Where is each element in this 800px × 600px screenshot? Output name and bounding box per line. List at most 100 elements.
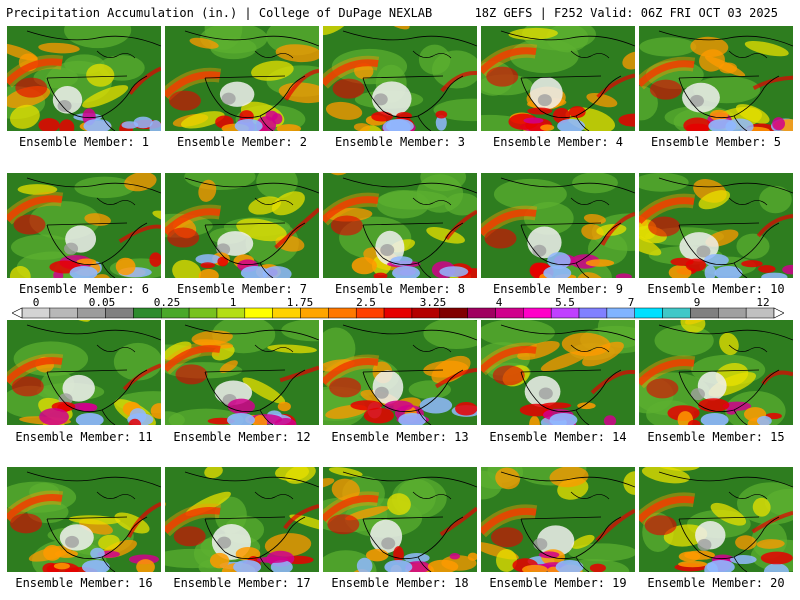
ensemble-member-label: Ensemble Member: 17 — [173, 576, 311, 590]
ensemble-map-panel — [165, 467, 319, 572]
precip-colorbar — [12, 307, 784, 319]
colorbar-tick-label: 4 — [495, 296, 503, 309]
colorbar-tick-label: 0.25 — [153, 296, 181, 309]
colorbar-swatch — [105, 307, 134, 319]
colorbar-swatch — [690, 307, 719, 319]
ensemble-map-panel — [323, 26, 477, 131]
colorbar-swatch — [745, 307, 775, 319]
colorbar-tick-label: 1 — [229, 296, 237, 309]
colorbar-tick-label: 5.5 — [555, 296, 575, 309]
ensemble-member-label: Ensemble Member: 12 — [173, 430, 311, 444]
colorbar-tick-label: 12 — [756, 296, 770, 309]
colorbar-swatch — [523, 307, 552, 319]
precip-map — [165, 320, 319, 425]
ensemble-member-label: Ensemble Member: 20 — [647, 576, 785, 590]
colorbar-swatch — [188, 307, 218, 319]
ensemble-map-panel — [323, 320, 477, 425]
precip-map — [639, 173, 793, 278]
ensemble-map-panel — [7, 26, 161, 131]
ensemble-map-panel — [481, 26, 635, 131]
ensemble-map-panel — [323, 173, 477, 278]
colorbar-swatch — [634, 307, 663, 319]
ensemble-map-panel — [7, 467, 161, 572]
colorbar-right-arrow — [773, 307, 784, 319]
colorbar-tick-label: 7 — [627, 296, 635, 309]
colorbar-swatch — [133, 307, 162, 319]
ensemble-map-panel — [639, 467, 793, 572]
precip-map — [323, 26, 477, 131]
colorbar-swatch — [49, 307, 78, 319]
precip-map — [7, 26, 161, 131]
ensemble-member-label: Ensemble Member: 5 — [650, 135, 782, 149]
ensemble-member-label: Ensemble Member: 11 — [15, 430, 153, 444]
precip-map — [481, 320, 635, 425]
colorbar-swatch — [161, 307, 190, 319]
ensemble-map-panel — [481, 467, 635, 572]
ensemble-member-label: Ensemble Member: 7 — [176, 282, 308, 296]
ensemble-map-panel — [323, 467, 477, 572]
colorbar-swatch — [439, 307, 468, 319]
ensemble-member-label: Ensemble Member: 10 — [647, 282, 785, 296]
precip-map — [639, 320, 793, 425]
colorbar-swatch — [328, 307, 357, 319]
ensemble-member-label: Ensemble Member: 1 — [18, 135, 150, 149]
precip-map — [165, 173, 319, 278]
precip-map — [323, 467, 477, 572]
precip-map — [165, 467, 319, 572]
ensemble-member-label: Ensemble Member: 8 — [334, 282, 466, 296]
ensemble-member-label: Ensemble Member: 15 — [647, 430, 785, 444]
colorbar-swatch — [244, 307, 273, 319]
colorbar-tick-label: 0 — [32, 296, 40, 309]
ensemble-member-label: Ensemble Member: 16 — [15, 576, 153, 590]
precip-map — [323, 173, 477, 278]
ensemble-map-panel — [481, 320, 635, 425]
colorbar-tick-label: 2.5 — [356, 296, 376, 309]
precip-map — [639, 467, 793, 572]
ensemble-member-label: Ensemble Member: 13 — [331, 430, 469, 444]
ensemble-map-panel — [639, 320, 793, 425]
colorbar-swatch — [718, 307, 747, 319]
ensemble-member-label: Ensemble Member: 9 — [492, 282, 624, 296]
ensemble-map-panel — [165, 320, 319, 425]
ensemble-map-panel — [7, 173, 161, 278]
precip-map — [323, 320, 477, 425]
colorbar-tick-label: 9 — [693, 296, 701, 309]
colorbar-swatch — [300, 307, 329, 319]
precip-map — [165, 26, 319, 131]
colorbar-swatch — [467, 307, 496, 319]
precip-map — [639, 26, 793, 131]
colorbar-tick-label: 1.75 — [286, 296, 314, 309]
colorbar-swatch — [272, 307, 301, 319]
colorbar-swatch — [495, 307, 524, 319]
colorbar-swatch — [578, 307, 608, 319]
ensemble-member-label: Ensemble Member: 18 — [331, 576, 469, 590]
precip-map — [481, 26, 635, 131]
precip-map — [7, 467, 161, 572]
colorbar-swatch — [662, 307, 691, 319]
ensemble-map-panel — [165, 26, 319, 131]
page-title: Precipitation Accumulation (in.) | Colle… — [6, 6, 433, 20]
precip-map — [7, 320, 161, 425]
ensemble-member-label: Ensemble Member: 2 — [176, 135, 308, 149]
colorbar-swatch — [21, 307, 51, 319]
ensemble-member-label: Ensemble Member: 4 — [492, 135, 624, 149]
colorbar-swatch — [355, 307, 385, 319]
run-info: 18Z GEFS | F252 Valid: 06Z FRI OCT 03 20… — [474, 6, 778, 20]
ensemble-member-label: Ensemble Member: 14 — [489, 430, 627, 444]
ensemble-map-panel — [7, 320, 161, 425]
colorbar-swatch — [606, 307, 635, 319]
colorbar-tick-label: 3.25 — [419, 296, 447, 309]
precip-map — [481, 467, 635, 572]
colorbar-swatch — [411, 307, 441, 319]
ensemble-map-panel — [481, 173, 635, 278]
ensemble-map-panel — [639, 173, 793, 278]
colorbar-left-arrow — [12, 307, 23, 319]
colorbar-swatch — [550, 307, 580, 319]
ensemble-member-label: Ensemble Member: 6 — [18, 282, 150, 296]
colorbar-swatch — [77, 307, 106, 319]
ensemble-member-label: Ensemble Member: 3 — [334, 135, 466, 149]
colorbar-swatch — [216, 307, 246, 319]
colorbar-swatch — [383, 307, 413, 319]
ensemble-map-panel — [639, 26, 793, 131]
ensemble-map-panel — [165, 173, 319, 278]
